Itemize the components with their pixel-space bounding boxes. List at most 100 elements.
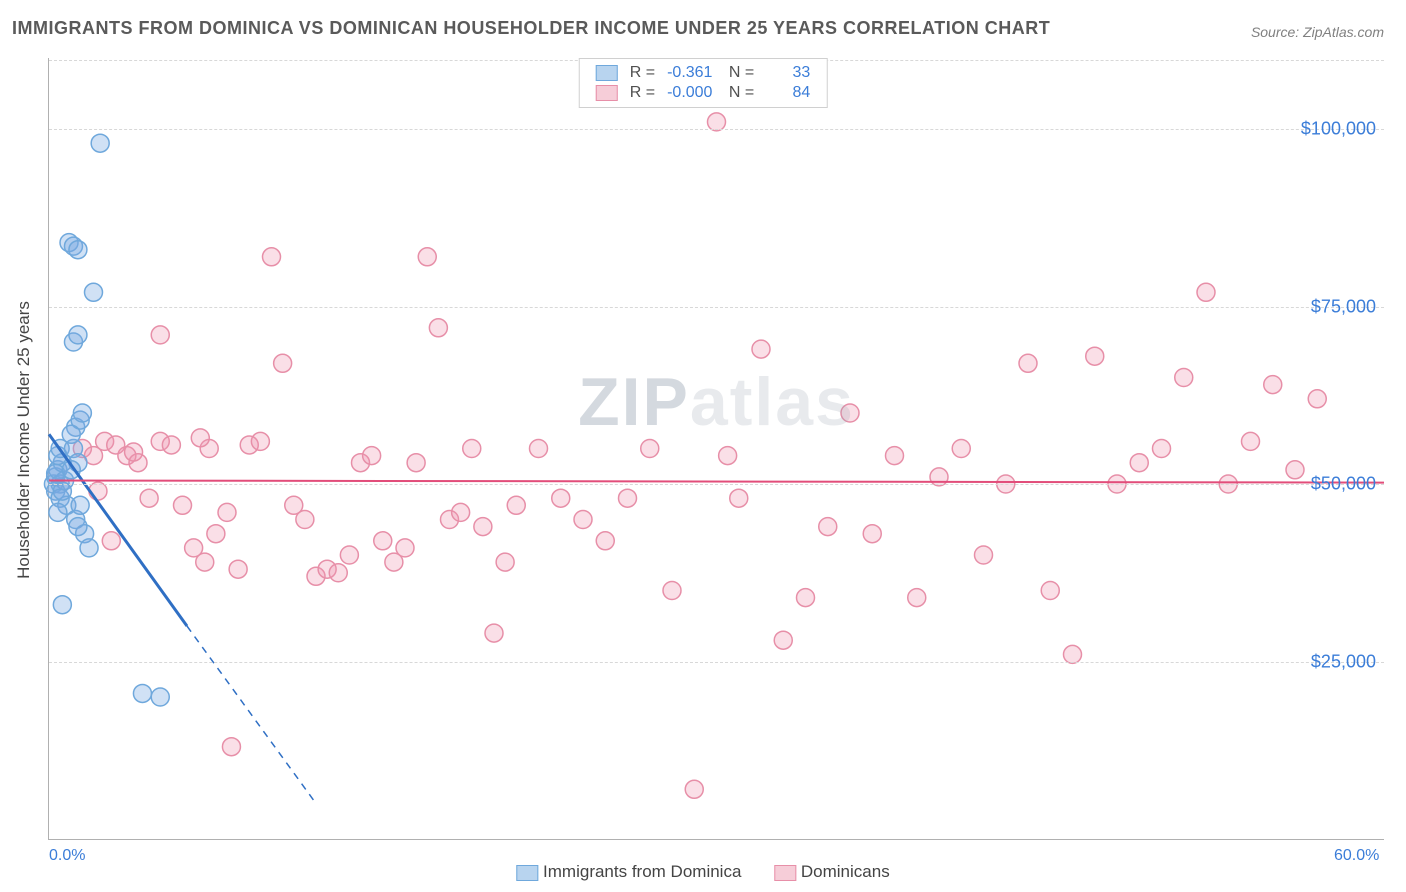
y-tick-label: $100,000 bbox=[1301, 119, 1376, 140]
chart-title: IMMIGRANTS FROM DOMINICA VS DOMINICAN HO… bbox=[12, 18, 1050, 39]
swatch-dominica bbox=[596, 65, 618, 81]
scatter-svg bbox=[49, 58, 1384, 839]
y-tick-label: $25,000 bbox=[1311, 651, 1376, 672]
legend-row-dominicans: R = -0.000 N = 84 bbox=[590, 83, 817, 103]
legend-row-dominica: R = -0.361 N = 33 bbox=[590, 63, 817, 83]
data-point-dominicans bbox=[102, 532, 120, 550]
x-tick-label: 60.0% bbox=[1334, 847, 1379, 865]
data-point-dominicans bbox=[1286, 461, 1304, 479]
data-point-dominicans bbox=[396, 539, 414, 557]
r-label: R = bbox=[624, 63, 661, 83]
data-point-dominicans bbox=[162, 436, 180, 454]
data-point-dominicans bbox=[730, 489, 748, 507]
data-point-dominicans bbox=[1153, 440, 1171, 458]
data-point-dominica bbox=[73, 404, 91, 422]
data-point-dominicans bbox=[1086, 347, 1104, 365]
data-point-dominica bbox=[91, 134, 109, 152]
data-point-dominicans bbox=[463, 440, 481, 458]
y-tick-label: $75,000 bbox=[1311, 296, 1376, 317]
data-point-dominicans bbox=[1264, 376, 1282, 394]
data-point-dominica bbox=[85, 283, 103, 301]
data-point-dominicans bbox=[719, 447, 737, 465]
data-point-dominica bbox=[69, 326, 87, 344]
data-point-dominicans bbox=[207, 525, 225, 543]
data-point-dominicans bbox=[952, 440, 970, 458]
data-point-dominicans bbox=[1130, 454, 1148, 472]
r-value-dominicans: -0.000 bbox=[661, 83, 718, 103]
data-point-dominicans bbox=[596, 532, 614, 550]
data-point-dominicans bbox=[452, 503, 470, 521]
legend-item-dominica: Immigrants from Dominica bbox=[516, 862, 746, 881]
data-point-dominica bbox=[133, 684, 151, 702]
swatch-dominicans-bottom bbox=[774, 865, 796, 881]
data-point-dominicans bbox=[1308, 390, 1326, 408]
data-point-dominicans bbox=[374, 532, 392, 550]
correlation-legend: R = -0.361 N = 33 R = -0.000 N = 84 bbox=[579, 58, 828, 108]
data-point-dominicans bbox=[429, 319, 447, 337]
data-point-dominicans bbox=[363, 447, 381, 465]
data-point-dominicans bbox=[685, 780, 703, 798]
trendline-dominicans bbox=[49, 480, 1384, 482]
y-tick-label: $50,000 bbox=[1311, 474, 1376, 495]
data-point-dominicans bbox=[174, 496, 192, 514]
data-point-dominicans bbox=[774, 631, 792, 649]
data-point-dominicans bbox=[485, 624, 503, 642]
data-point-dominica bbox=[69, 241, 87, 259]
data-point-dominicans bbox=[574, 511, 592, 529]
data-point-dominicans bbox=[619, 489, 637, 507]
r-label: R = bbox=[624, 83, 661, 103]
n-value-dominicans: 84 bbox=[760, 83, 816, 103]
data-point-dominicans bbox=[975, 546, 993, 564]
data-point-dominicans bbox=[863, 525, 881, 543]
data-point-dominicans bbox=[496, 553, 514, 571]
y-axis-title: Householder Income Under 25 years bbox=[14, 301, 34, 579]
data-point-dominicans bbox=[908, 589, 926, 607]
data-point-dominica bbox=[53, 596, 71, 614]
data-point-dominicans bbox=[222, 738, 240, 756]
data-point-dominicans bbox=[552, 489, 570, 507]
data-point-dominica bbox=[62, 425, 80, 443]
legend-item-dominicans: Dominicans bbox=[774, 862, 890, 881]
data-point-dominicans bbox=[191, 429, 209, 447]
data-point-dominicans bbox=[151, 326, 169, 344]
data-point-dominica bbox=[151, 688, 169, 706]
source-attribution: Source: ZipAtlas.com bbox=[1251, 24, 1384, 40]
data-point-dominica bbox=[80, 539, 98, 557]
data-point-dominicans bbox=[474, 518, 492, 536]
data-point-dominicans bbox=[251, 432, 269, 450]
data-point-dominicans bbox=[641, 440, 659, 458]
data-point-dominicans bbox=[819, 518, 837, 536]
data-point-dominicans bbox=[329, 564, 347, 582]
data-point-dominicans bbox=[407, 454, 425, 472]
data-point-dominicans bbox=[886, 447, 904, 465]
data-point-dominicans bbox=[530, 440, 548, 458]
data-point-dominicans bbox=[196, 553, 214, 571]
data-point-dominicans bbox=[229, 560, 247, 578]
data-point-dominicans bbox=[1242, 432, 1260, 450]
data-point-dominicans bbox=[418, 248, 436, 266]
data-point-dominica bbox=[49, 503, 67, 521]
trendline-dash-dominica bbox=[187, 626, 316, 804]
n-value-dominica: 33 bbox=[760, 63, 816, 83]
data-point-dominicans bbox=[125, 443, 143, 461]
data-point-dominicans bbox=[752, 340, 770, 358]
legend-label-dominica: Immigrants from Dominica bbox=[543, 862, 741, 881]
data-point-dominicans bbox=[263, 248, 281, 266]
data-point-dominicans bbox=[507, 496, 525, 514]
data-point-dominicans bbox=[1041, 582, 1059, 600]
data-point-dominicans bbox=[218, 503, 236, 521]
n-label: N = bbox=[718, 83, 760, 103]
data-point-dominicans bbox=[1175, 369, 1193, 387]
data-point-dominica bbox=[71, 496, 89, 514]
plot-area: ZIPatlas $25,000$50,000$75,000$100,0000.… bbox=[48, 58, 1384, 840]
data-point-dominica bbox=[69, 518, 87, 536]
swatch-dominica-bottom bbox=[516, 865, 538, 881]
legend-label-dominicans: Dominicans bbox=[801, 862, 890, 881]
data-point-dominicans bbox=[797, 589, 815, 607]
data-point-dominicans bbox=[1019, 354, 1037, 372]
x-tick-label: 0.0% bbox=[49, 847, 85, 865]
data-point-dominicans bbox=[274, 354, 292, 372]
series-legend: Immigrants from Dominica Dominicans bbox=[502, 862, 903, 882]
data-point-dominicans bbox=[663, 582, 681, 600]
n-label: N = bbox=[718, 63, 760, 83]
